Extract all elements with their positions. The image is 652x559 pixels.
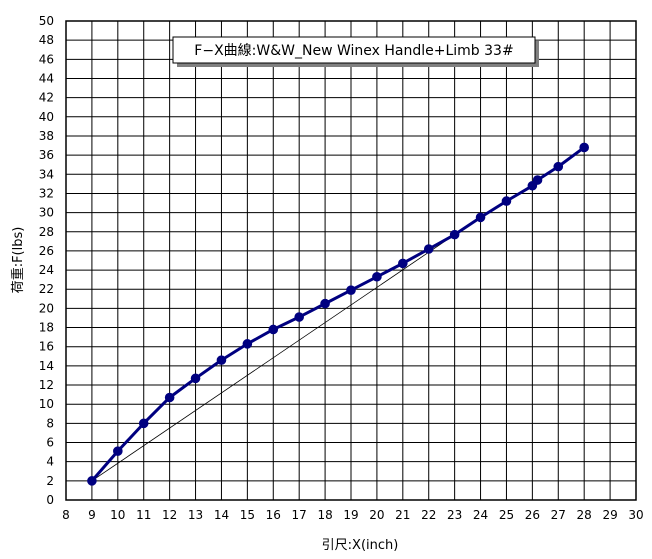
x-tick-label: 18 [317,508,332,522]
x-tick-label: 29 [602,508,617,522]
x-tick-label: 8 [62,508,70,522]
chart-title: F−X曲線:W&W_New Winex Handle+Limb 33# [194,43,513,59]
chart-title-box: F−X曲線:W&W_New Winex Handle+Limb 33# [172,36,539,67]
y-tick-label: 40 [39,110,54,124]
data-point [138,418,149,429]
x-axis-title: 引尺:X(inch) [322,538,399,553]
data-point [320,298,330,309]
data-point [216,355,227,365]
data-point [475,212,486,223]
data-point [449,229,460,240]
data-point [190,373,201,384]
y-tick-label: 16 [39,340,54,354]
tick-labels: 8 9 10 11 12 13 14 15 16 17 18 19 20 21 22 23 24 25 26 27 28… [39,14,644,522]
x-tick-label: 15 [240,508,255,522]
x-tick-label: 16 [266,508,281,522]
x-tick-label: 27 [551,508,566,522]
x-tick-label: 26 [525,508,540,522]
reference-line [91,234,455,482]
y-axis-title: 荷重:F(lbs) [10,227,26,294]
y-tick-label: 42 [39,91,54,105]
x-tick-label: 17 [292,508,307,522]
y-tick-label: 8 [46,416,54,430]
data-point [532,175,543,185]
plot-frame [65,20,637,501]
data-point [164,392,175,403]
y-tick-label: 32 [39,186,54,200]
y-tick-label: 18 [39,321,54,335]
data-point [579,142,589,153]
data-point [398,258,408,269]
x-tick-label: 21 [395,508,410,522]
x-tick-label: 28 [577,508,592,522]
x-tick-label: 13 [188,508,203,522]
y-tick-label: 10 [39,397,54,411]
x-tick-label: 19 [343,508,358,522]
y-tick-label: 34 [39,167,54,181]
y-tick-label: 14 [39,359,54,373]
y-tick-label: 24 [39,263,54,277]
data-point [87,476,97,486]
x-tick-label: 12 [162,508,177,522]
x-tick-label: 11 [136,508,151,522]
y-tick-label: 36 [39,148,54,162]
x-tick-label: 23 [447,508,462,522]
y-tick-label: 28 [39,225,54,239]
y-tick-label: 20 [39,301,54,315]
x-tick-label: 25 [499,508,514,522]
y-tick-label: 4 [46,455,54,469]
y-tick-label: 22 [39,282,54,296]
data-point [423,244,434,254]
data-point [242,339,253,349]
data-point [346,285,356,295]
y-tick-label: 48 [39,33,54,47]
y-tick-label: 12 [39,378,54,392]
y-tick-label: 38 [39,129,54,143]
data-point [268,324,279,335]
y-tick-label: 50 [39,14,54,28]
x-tick-label: 10 [110,508,125,522]
y-tick-label: 2 [46,474,54,488]
data-point [294,312,304,322]
x-tick-label: 14 [214,508,229,522]
y-tick-label: 6 [46,436,54,450]
y-tick-label: 0 [46,493,54,507]
data-point [372,271,382,282]
x-tick-label: 24 [473,508,488,522]
series-layer [87,142,589,486]
data-point [501,196,512,206]
x-tick-label: 22 [421,508,436,522]
x-tick-label: 9 [88,508,96,522]
data-point [553,161,564,172]
y-tick-label: 44 [39,71,54,85]
reference-line-layer [91,234,455,482]
data-point [113,446,123,456]
y-tick-label: 30 [39,206,54,220]
x-tick-label: 30 [628,508,643,522]
y-tick-label: 46 [39,52,54,66]
chart-title-frame [172,36,536,64]
x-tick-label: 20 [369,508,384,522]
y-tick-label: 26 [39,244,54,258]
